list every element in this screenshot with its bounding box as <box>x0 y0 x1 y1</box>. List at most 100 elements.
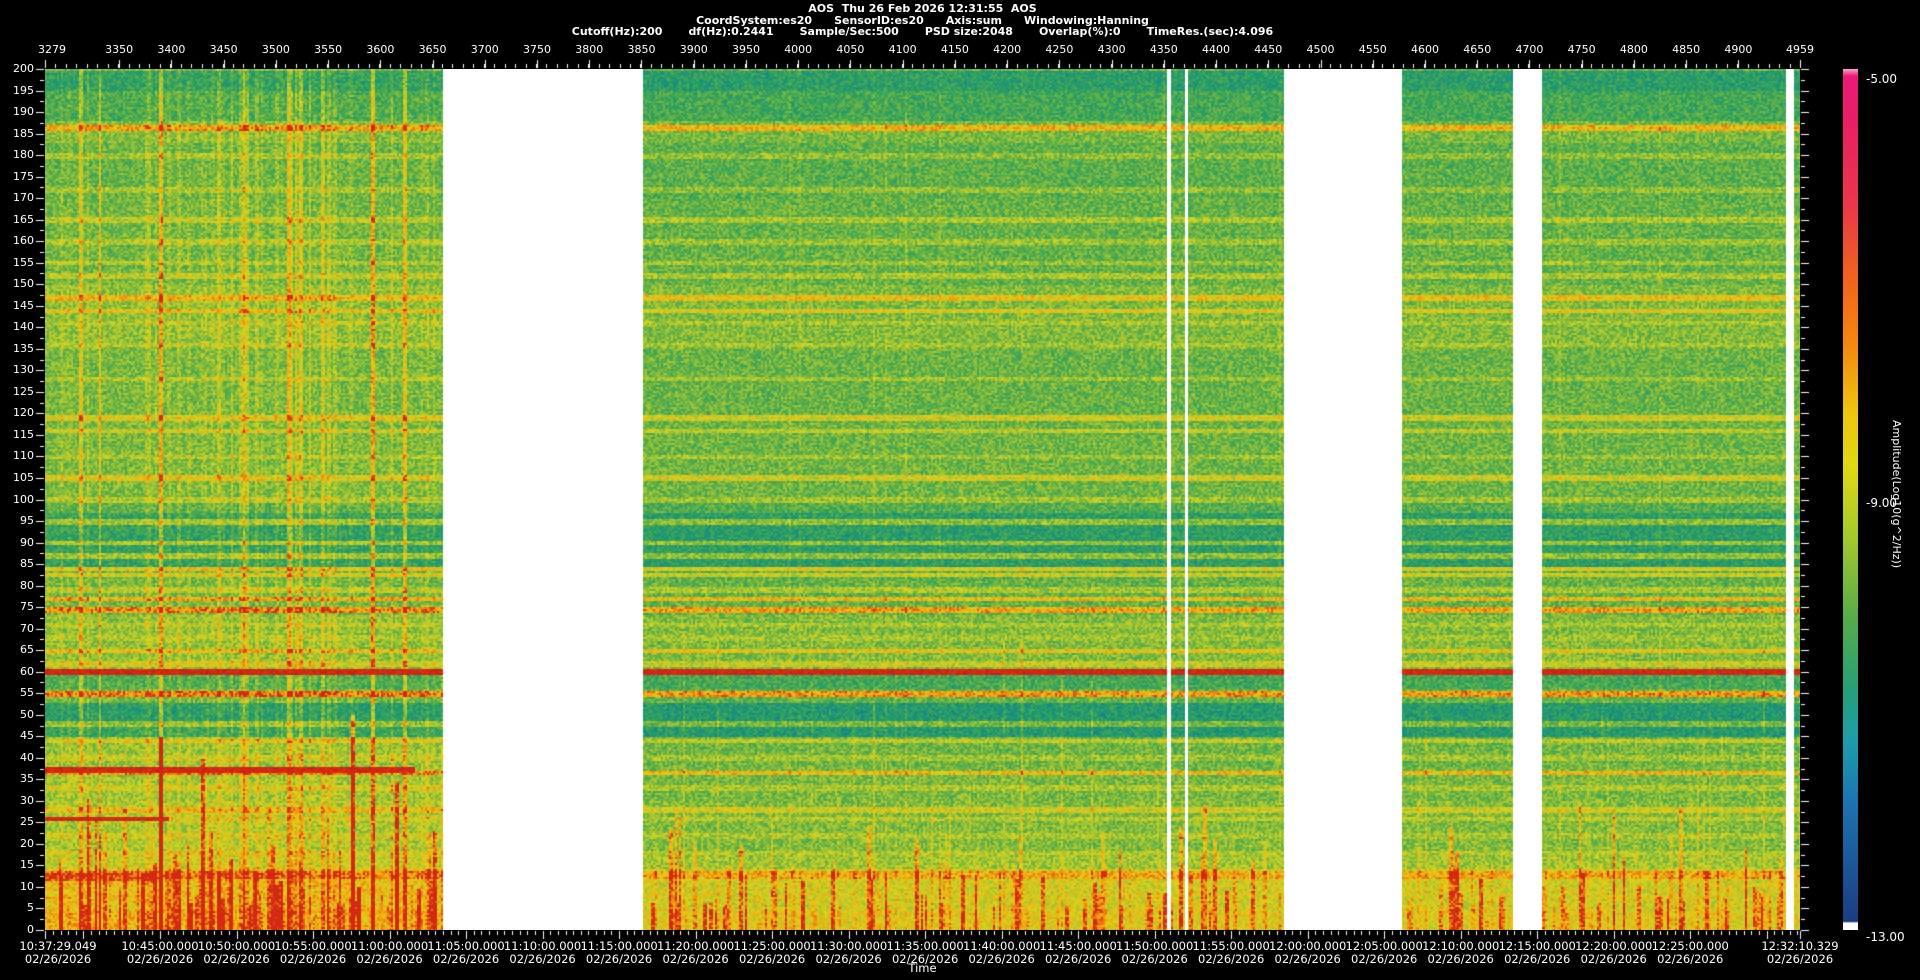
top-axis-tick-label: 3700 <box>470 43 499 56</box>
x-axis-tick-label: 10:37:29.049 02/26/2026 <box>19 940 96 966</box>
x-axis-tick-label: 11:30:00.000 02/26/2026 <box>810 940 887 966</box>
x-axis-tick-label: 11:00:00.000 02/26/2026 <box>351 940 428 966</box>
x-axis-tick-label: 11:50:00.000 02/26/2026 <box>1116 940 1193 966</box>
x-tick-time: 11:20:00.000 <box>656 939 735 953</box>
x-tick-date: 02/26/2026 <box>738 952 806 966</box>
top-axis-tick-label: 3400 <box>157 43 186 56</box>
x-tick-date: 02/26/2026 <box>1427 952 1494 966</box>
y-axis-tick-label: 35 <box>20 772 34 785</box>
y-axis-tick-label: 85 <box>20 557 34 570</box>
x-axis-tick-label: 12:25:00.000 02/26/2026 <box>1652 940 1729 966</box>
colorbar-mid-label: -9.00 <box>1866 496 1898 510</box>
x-tick-date: 02/26/2026 <box>1580 952 1647 966</box>
top-axis-tick-label: 3500 <box>261 43 290 56</box>
x-tick-date: 02/26/2026 <box>1274 952 1341 966</box>
y-axis-tick-label: 60 <box>20 665 34 678</box>
x-axis-tick-label: 11:40:00.000 02/26/2026 <box>963 940 1040 966</box>
y-axis-tick-label: 115 <box>13 428 34 441</box>
y-axis-tick-label: 10 <box>20 880 34 893</box>
y-axis-tick-label: 5 <box>27 901 34 914</box>
y-axis-tick-label: 170 <box>13 191 34 204</box>
y-axis-tick-label: 190 <box>13 105 34 118</box>
x-tick-time: 10:50:00.000 <box>197 939 276 953</box>
x-tick-date: 02/26/2026 <box>279 952 347 966</box>
y-axis-tick-label: 165 <box>13 213 34 226</box>
y-axis-tick-label: 120 <box>13 406 34 419</box>
x-tick-date: 02/26/2026 <box>891 952 959 966</box>
y-axis-tick-label: 180 <box>13 148 34 161</box>
top-axis-tick-label: 4150 <box>940 43 969 56</box>
top-axis-tick-label: 4550 <box>1358 43 1387 56</box>
x-tick-time: 11:15:00.000 <box>580 939 658 953</box>
y-axis-tick-label: 45 <box>20 729 34 742</box>
x-tick-date: 02/26/2026 <box>662 952 729 966</box>
x-tick-date: 02/26/2026 <box>24 952 92 966</box>
x-tick-date: 02/26/2026 <box>1504 952 1571 966</box>
y-axis-tick-label: 25 <box>20 815 34 828</box>
x-axis-tick-label: 10:45:00.000 02/26/2026 <box>121 940 198 966</box>
top-axis-tick-label: 4800 <box>1619 43 1648 56</box>
top-axis-tick-label: 3279 <box>38 43 66 56</box>
x-tick-date: 02/26/2026 <box>585 952 653 966</box>
colorbar-min-label: -13.00 <box>1866 930 1905 944</box>
top-axis-tick-label: 4850 <box>1672 43 1701 56</box>
colorbar-axis-title: Amplitude(Log10(g^2/Hz)) <box>1890 420 1903 569</box>
top-axis-tick-label: 4050 <box>836 43 865 56</box>
y-axis-tick-label: 135 <box>13 342 34 355</box>
x-tick-time: 12:05:00.000 <box>1345 939 1423 953</box>
y-axis-tick-label: 100 <box>13 493 34 506</box>
x-axis-tick-label: 12:00:00.000 02/26/2026 <box>1269 940 1346 966</box>
spectrogram-canvas[interactable] <box>45 69 1800 930</box>
y-axis-tick-label: 140 <box>13 320 34 333</box>
x-axis-tick-label: 12:05:00.000 02/26/2026 <box>1346 940 1423 966</box>
top-axis-tick-label: 3750 <box>523 43 552 56</box>
x-axis-tick-label: 11:55:00.000 02/26/2026 <box>1193 940 1270 966</box>
x-tick-time: 12:15:00.000 <box>1498 939 1576 953</box>
x-tick-time: 11:40:00.000 <box>963 939 1041 953</box>
x-tick-time: 11:55:00.000 <box>1192 939 1270 953</box>
y-axis-tick-label: 145 <box>13 299 34 312</box>
y-axis-tick-label: 0 <box>27 923 34 936</box>
x-tick-time: 11:10:00.000 <box>503 939 582 953</box>
top-axis-tick-label: 4959 <box>1786 43 1814 56</box>
top-axis-tick-label: 4600 <box>1410 43 1439 56</box>
x-axis-tick-label: 11:45:00.000 02/26/2026 <box>1040 940 1117 966</box>
x-tick-date: 02/26/2026 <box>1351 952 1418 966</box>
top-axis-tick-label: 4700 <box>1515 43 1544 56</box>
y-axis-tick-label: 65 <box>20 643 34 656</box>
x-tick-date: 02/26/2026 <box>815 952 882 966</box>
x-tick-time: 12:20:00.000 <box>1575 939 1653 953</box>
top-axis-tick-label: 3650 <box>418 43 447 56</box>
x-tick-time: 11:00:00.000 <box>350 939 429 953</box>
x-tick-time: 11:50:00.000 <box>1116 939 1194 953</box>
x-tick-date: 02/26/2026 <box>126 952 194 966</box>
x-tick-time: 11:45:00.000 <box>1039 939 1117 953</box>
x-axis-title: Time <box>908 961 937 975</box>
x-axis-tick-label: 12:32:10.329 02/26/2026 <box>1761 940 1838 966</box>
y-axis-tick-label: 160 <box>13 234 34 247</box>
top-axis-tick-label: 3350 <box>105 43 134 56</box>
y-axis-tick-label: 80 <box>20 579 34 592</box>
top-axis-tick-label: 3800 <box>575 43 604 56</box>
y-axis-tick-label: 50 <box>20 708 34 721</box>
x-tick-date: 02/26/2026 <box>356 952 423 966</box>
y-axis-tick-label: 40 <box>20 751 34 764</box>
y-axis-tick-label: 70 <box>20 622 34 635</box>
y-axis-tick-label: 55 <box>20 686 34 699</box>
y-axis-tick-label: 15 <box>20 858 34 871</box>
x-tick-time: 12:25:00.000 <box>1651 939 1729 953</box>
x-tick-date: 02/26/2026 <box>1657 952 1724 966</box>
x-axis-tick-label: 11:25:00.000 02/26/2026 <box>733 940 810 966</box>
x-axis-tick-label: 10:50:00.000 02/26/2026 <box>198 940 275 966</box>
x-axis-tick-label: 11:10:00.000 02/26/2026 <box>504 940 581 966</box>
y-axis-tick-label: 200 <box>13 62 34 75</box>
y-axis-tick-label: 75 <box>20 600 34 613</box>
x-axis-tick-label: 10:55:00.000 02/26/2026 <box>274 940 351 966</box>
top-axis-tick-label: 4900 <box>1724 43 1753 56</box>
y-axis-tick-label: 175 <box>13 170 34 183</box>
top-axis-tick-label: 4500 <box>1306 43 1335 56</box>
x-tick-date: 02/26/2026 <box>509 952 576 966</box>
y-axis-tick-label: 90 <box>20 536 34 549</box>
x-tick-date: 02/26/2026 <box>1198 952 1265 966</box>
